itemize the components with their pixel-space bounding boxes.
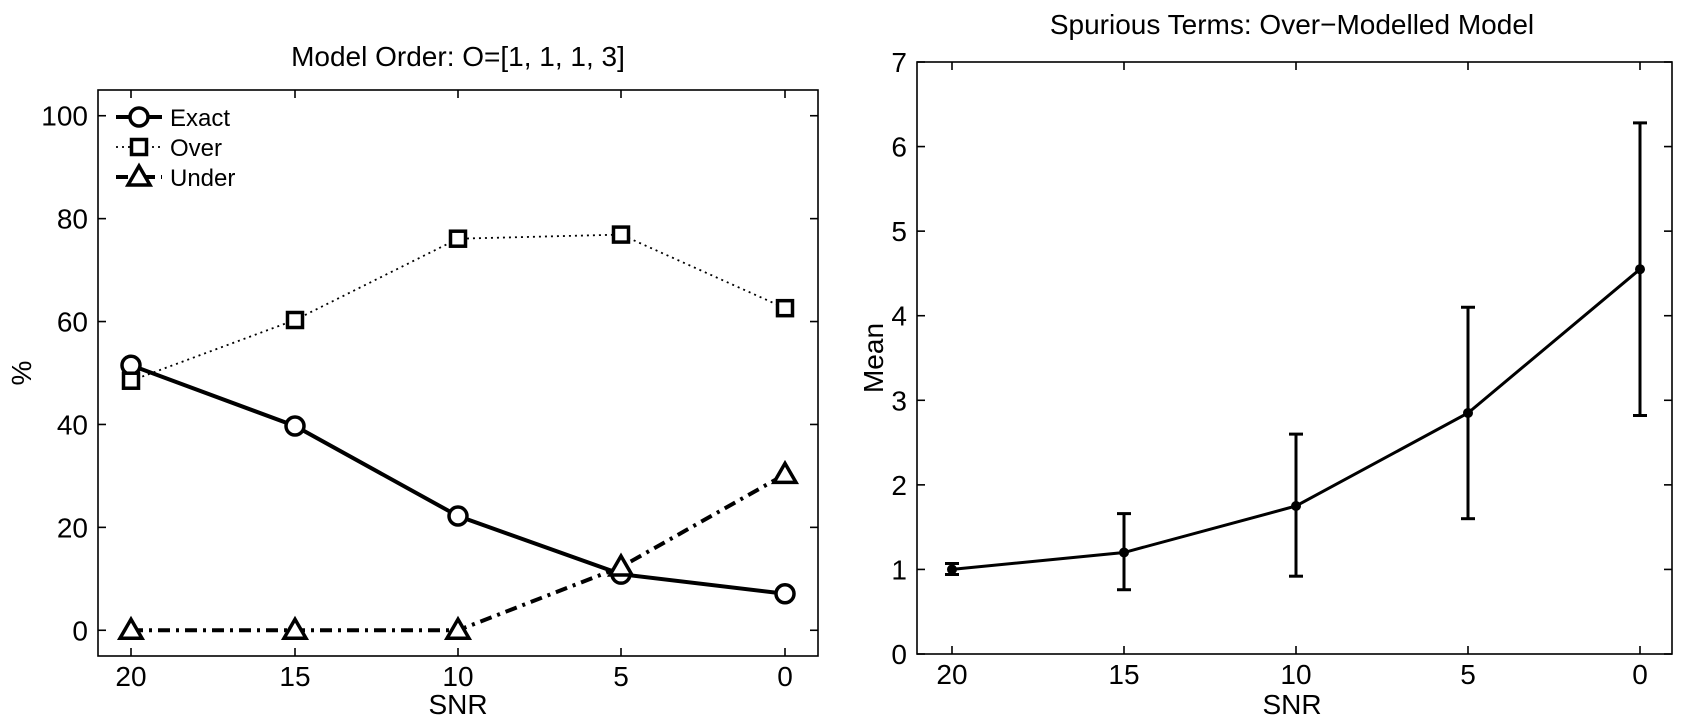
x-tick-label: 10	[1280, 659, 1311, 690]
series-group	[116, 225, 800, 641]
legend-marker	[128, 106, 150, 128]
series-line-under	[131, 472, 786, 633]
data-point	[1119, 547, 1129, 558]
y-tick-label: 100	[41, 101, 88, 132]
y-tick-label: 20	[57, 512, 88, 543]
data-point	[947, 564, 957, 575]
data-point-exact	[284, 415, 306, 437]
y-tick-label: 6	[891, 132, 907, 163]
plot-frame	[916, 61, 1673, 655]
y-tick-label: 4	[891, 301, 907, 332]
x-tick-label: 10	[442, 661, 473, 692]
data-point-exact	[774, 582, 796, 605]
legend-label: Under	[170, 165, 235, 192]
y-axis: 0 20 40 60 80 100	[41, 101, 818, 646]
y-tick-label: 5	[891, 216, 907, 247]
y-tick-label: 60	[57, 307, 88, 338]
x-tick-label: 20	[936, 659, 967, 690]
y-axis: 0 1 2 3 4 5 6 7	[891, 47, 1672, 670]
data-point-under	[770, 459, 800, 485]
x-axis: 20 15 10 5 0	[115, 90, 793, 692]
y-tick-label: 7	[891, 47, 907, 78]
data-point	[1291, 501, 1301, 511]
data-point-over	[121, 371, 141, 390]
legend-marker	[124, 162, 154, 187]
y-axis-label: Mean	[858, 323, 889, 393]
data-point	[1463, 407, 1473, 418]
chart-model-order: Model Order: O=[1, 1, 1, 3] 020406080100…	[6, 41, 819, 720]
data-point	[1635, 264, 1645, 275]
y-tick-label: 0	[891, 639, 907, 670]
legend-marker	[129, 137, 149, 157]
data-point-exact	[447, 505, 469, 527]
x-tick-label: 0	[777, 661, 793, 692]
x-axis-label: SNR	[428, 689, 487, 720]
legend-label: Exact	[170, 105, 230, 132]
y-tick-label: 80	[57, 204, 88, 235]
x-tick-label: 5	[613, 661, 629, 692]
y-tick-label: 3	[891, 385, 907, 416]
y-axis-label: %	[6, 361, 37, 386]
data-point-under	[280, 615, 310, 641]
data-point-over	[285, 310, 305, 330]
x-tick-label: 20	[115, 661, 146, 692]
series-line-over	[130, 233, 786, 382]
y-tick-label: 2	[891, 470, 907, 501]
x-axis: 20 15 10 5 0	[936, 62, 1648, 690]
x-axis-label: SNR	[1262, 689, 1321, 720]
data-point-over	[775, 298, 795, 318]
data-point-over	[611, 225, 631, 244]
legend-label: Over	[170, 135, 222, 162]
legend: Exact Over Under	[116, 105, 235, 192]
chart-spurious-terms: Spurious Terms: Over−Modelled Model 0 1 2 3…	[858, 9, 1673, 720]
y-tick-label: 40	[57, 409, 88, 440]
y-tick-label: 0	[72, 615, 88, 646]
data-point-under	[606, 552, 636, 577]
series-line-exact	[130, 363, 786, 596]
chart-title: Spurious Terms: Over−Modelled Model	[1050, 9, 1534, 40]
x-tick-label: 5	[1460, 659, 1476, 690]
data-point-over	[448, 229, 468, 248]
x-tick-label: 15	[1108, 659, 1139, 690]
chart-title: Model Order: O=[1, 1, 1, 3]	[291, 41, 625, 72]
y-tick-label: 1	[891, 554, 907, 585]
x-tick-label: 0	[1632, 659, 1648, 690]
series-group	[945, 121, 1647, 592]
data-point-under	[443, 615, 473, 641]
data-point-under	[116, 615, 146, 641]
x-tick-label: 15	[279, 661, 310, 692]
